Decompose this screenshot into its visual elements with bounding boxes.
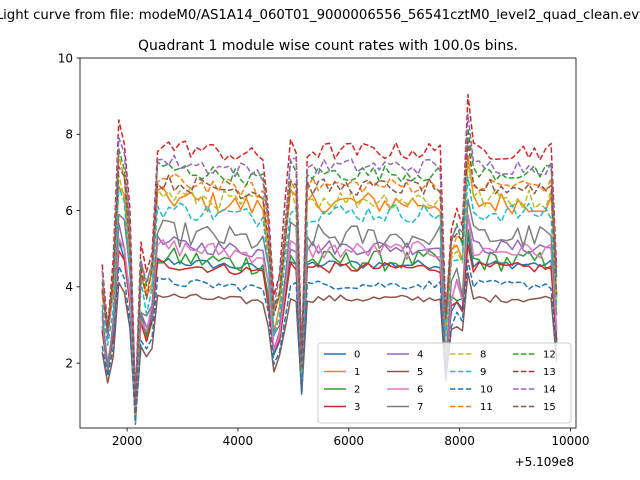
legend-label-9: 9: [480, 367, 486, 378]
legend-label-10: 10: [480, 385, 493, 396]
x-tick-label: 8000: [444, 434, 475, 448]
legend-label-0: 0: [354, 350, 360, 361]
x-tick-label: 6000: [334, 434, 365, 448]
y-tick-label: 4: [65, 280, 73, 294]
legend-frame: [317, 342, 572, 424]
series-line-6: [101, 214, 558, 423]
legend-label-15: 15: [543, 402, 556, 413]
x-tick-label: 2000: [112, 434, 143, 448]
series-line-5: [101, 272, 558, 419]
plot-frame: [79, 57, 577, 429]
series-line-10: [101, 259, 558, 423]
legend-label-8: 8: [480, 350, 486, 361]
series-line-13: [101, 93, 558, 402]
legend-label-11: 11: [480, 402, 493, 413]
y-axis: 2 4 6 8 10: [58, 51, 80, 370]
x-tick-label: 4000: [223, 434, 254, 448]
legend-label-1: 1: [354, 367, 360, 378]
y-tick-label: 2: [65, 356, 73, 370]
legend-label-2: 2: [354, 385, 360, 396]
legend-label-12: 12: [543, 350, 556, 361]
legend-label-7: 7: [417, 402, 423, 413]
chart-title: Quadrant 1 module wise count rates with …: [138, 38, 518, 54]
series-line-3: [101, 243, 558, 416]
legend-label-14: 14: [543, 385, 556, 396]
series-line-8: [101, 162, 558, 418]
series-line-14: [101, 113, 558, 400]
y-tick-label: 8: [65, 128, 73, 142]
x-axis: 2000 4000 6000 8000 10000: [112, 428, 590, 448]
series-line-9: [101, 176, 558, 407]
legend-label-4: 4: [417, 350, 423, 361]
legend-label-6: 6: [417, 385, 423, 396]
series-line-1: [101, 154, 558, 411]
series-line-7: [101, 198, 558, 405]
x-offset-label: +5.109e8: [515, 455, 574, 469]
y-tick-label: 10: [58, 51, 73, 65]
series-line-11: [101, 136, 558, 399]
legend-label-13: 13: [543, 367, 556, 378]
series-layer: [101, 93, 558, 426]
legend-label-3: 3: [354, 402, 360, 413]
legend-label-5: 5: [417, 367, 423, 378]
series-line-12: [101, 127, 558, 404]
y-tick-label: 6: [65, 204, 73, 218]
series-line-15: [101, 140, 558, 415]
chart-suptitle: Light curve from file: modeM0/AS1A14_060…: [0, 8, 640, 23]
x-tick-label: 10000: [551, 434, 589, 448]
